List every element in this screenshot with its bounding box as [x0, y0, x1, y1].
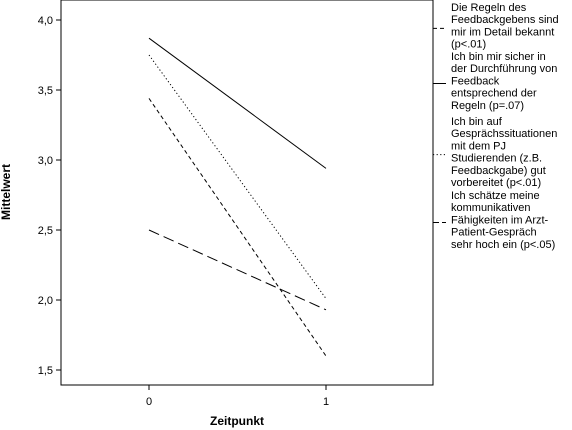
legend-entry-3: Ich bin auf Gesprächssituationen mit dem P… [451, 116, 557, 189]
series-line-3 [148, 54, 327, 299]
legend-entry-line: Patient-Gespräch [451, 227, 537, 239]
series-line-4 [148, 229, 327, 311]
y-tick-label: 2,5 [38, 225, 53, 237]
legend-entry-line: Feedback [451, 75, 500, 87]
legend-entry-line: entsprechend der [451, 88, 537, 100]
legend-entry-line: Ich bin mir sicher in [451, 51, 546, 63]
legend-entry-line: Fähigkeiten im Arzt- [451, 214, 549, 226]
legend-entry-line: der Durchführung von [451, 63, 557, 75]
legend-entry-line: mir im Detail bekannt [451, 26, 554, 38]
legend-entry-4: Ich schätze meine kommunikativen Fähigkeit… [451, 190, 555, 251]
y-axis: 1,5 2,0 2,5 3,0 3,5 4,0 [38, 15, 61, 377]
y-tick-label: 2,0 [38, 295, 53, 307]
y-tick-label: 3,0 [38, 155, 53, 167]
y-tick-label: 3,5 [38, 85, 53, 97]
y-tick-label: 1,5 [38, 365, 53, 377]
legend-entry-line: kommunikativen [451, 202, 530, 214]
legend-entry-line: Gesprächssituationen [451, 128, 557, 140]
legend-entry-line: Die Regeln des [451, 2, 527, 14]
legend-entry-line: mit dem PJ [451, 140, 506, 152]
legend-entry-line: Ich bin auf [451, 116, 503, 128]
legend-entry-line: Feedbackgebens sind [451, 14, 559, 26]
series-line-1 [148, 98, 327, 357]
legend-entry-line: (p<.01) [451, 39, 486, 51]
legend: Die Regeln des Feedbackgebens sind mir im … [433, 2, 559, 251]
legend-entry-line: Feedbackgabe) gut [451, 165, 546, 177]
x-tick-label: 0 [146, 396, 152, 408]
y-tick-label: 4,0 [38, 15, 53, 27]
legend-entry-line: Regeln (p=.07) [451, 100, 524, 112]
y-axis-title: Mittelwert [0, 164, 13, 220]
x-axis-title: Zeitpunkt [210, 414, 264, 428]
legend-entry-line: Studierenden (z.B. [451, 153, 542, 165]
legend-entry-line: sehr hoch ein (p<.05) [451, 239, 555, 251]
series-line-2 [148, 37, 327, 169]
x-tick-label: 1 [323, 396, 329, 408]
legend-entry-2: Ich bin mir sicher in der Durchführung vo… [451, 51, 557, 112]
series-lines [148, 37, 327, 357]
legend-entry-line: Ich schätze meine [451, 190, 540, 202]
plot-frame [60, 0, 434, 386]
legend-entry-1: Die Regeln des Feedbackgebens sind mir im … [451, 2, 559, 51]
legend-entry-line: vorbereitet (p<.01) [451, 177, 541, 189]
